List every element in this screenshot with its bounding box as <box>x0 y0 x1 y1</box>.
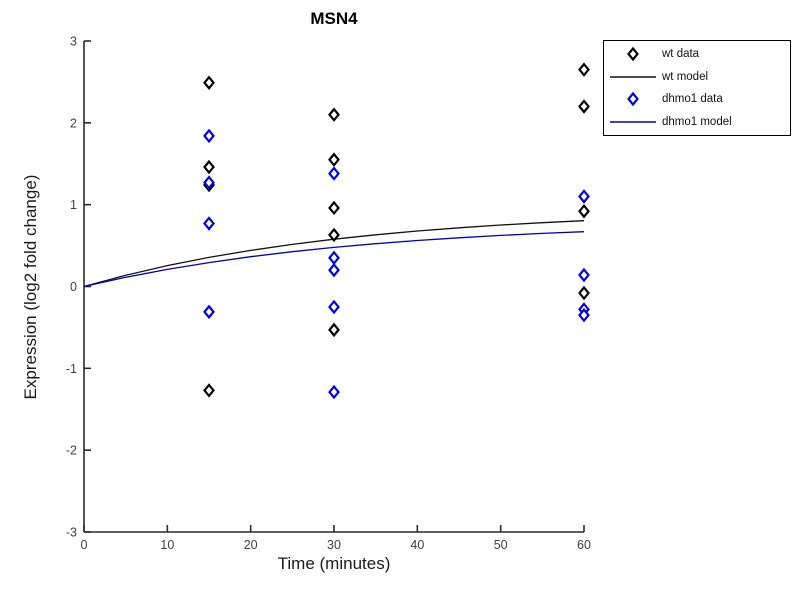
dhmo1-data-marker <box>578 267 590 283</box>
y-tick-label: 0 <box>70 280 77 294</box>
y-tick-label: -2 <box>66 444 77 458</box>
wt-data-marker <box>328 107 340 122</box>
wt-data-marker <box>203 159 215 175</box>
wt-data-marker <box>203 75 215 90</box>
y-tick-label: -3 <box>66 526 77 540</box>
chart-title: MSN4 <box>310 9 358 28</box>
legend: wt data wt model dhmo1 data dhmo1 model <box>603 40 791 136</box>
dhmo1-data-marker <box>203 304 215 320</box>
dhmo1-data-marker <box>328 384 340 400</box>
legend-label: wt model <box>662 70 709 83</box>
wt-data-marker <box>328 152 340 167</box>
diamond-icon <box>627 47 639 62</box>
wt-data-marker <box>328 200 340 216</box>
dhmo1-data-marker <box>203 216 215 231</box>
x-axis-label: Time (minutes) <box>277 554 391 573</box>
wt-data-marker <box>203 383 215 398</box>
x-tick-label: 10 <box>160 538 174 552</box>
y-tick-label: -1 <box>66 362 77 376</box>
wt-data-marker <box>578 203 590 219</box>
x-tick-label: 0 <box>81 538 88 552</box>
legend-item-wt-data: wt data <box>604 43 790 65</box>
legend-item-wt-model: wt model <box>604 66 790 88</box>
dhmo1-data-marker <box>578 189 590 204</box>
dhmo1-model-line <box>83 231 585 288</box>
wt-data-marker <box>578 99 590 114</box>
legend-line-swatch-icon <box>610 120 656 123</box>
diamond-icon <box>627 92 639 107</box>
legend-item-dhmo1-model: dhmo1 model <box>604 111 790 133</box>
legend-label: dhmo1 data <box>662 93 723 106</box>
dhmo1-data-marker <box>203 128 215 144</box>
dhmo1-data-marker <box>328 299 340 315</box>
wt-data-marker <box>328 227 340 243</box>
wt-data-marker <box>578 285 590 301</box>
legend-label: dhmo1 model <box>662 115 732 128</box>
wt-data-marker <box>578 62 590 77</box>
legend-diamond-marker-icon <box>627 92 639 107</box>
wt-data-marker <box>328 322 340 338</box>
dhmo1-data-marker <box>578 307 590 323</box>
dhmo1-data-marker <box>328 166 340 181</box>
legend-label: wt data <box>662 48 700 61</box>
legend-line-swatch-icon <box>610 75 656 78</box>
x-tick-label: 30 <box>327 538 341 552</box>
y-tick-label: 3 <box>70 35 77 49</box>
y-tick-label: 2 <box>70 116 77 130</box>
legend-diamond-marker-icon <box>627 47 639 62</box>
dhmo1-data-marker <box>328 250 340 266</box>
dhmo1-data-marker <box>328 262 340 278</box>
x-tick-label: 40 <box>410 538 424 552</box>
x-tick-label: 20 <box>244 538 258 552</box>
dhmo1-data-marker <box>203 175 215 190</box>
y-tick-label: 1 <box>70 198 77 212</box>
x-tick-label: 60 <box>577 538 591 552</box>
x-tick-label: 50 <box>494 538 508 552</box>
legend-item-dhmo1-data: dhmo1 data <box>604 88 790 110</box>
